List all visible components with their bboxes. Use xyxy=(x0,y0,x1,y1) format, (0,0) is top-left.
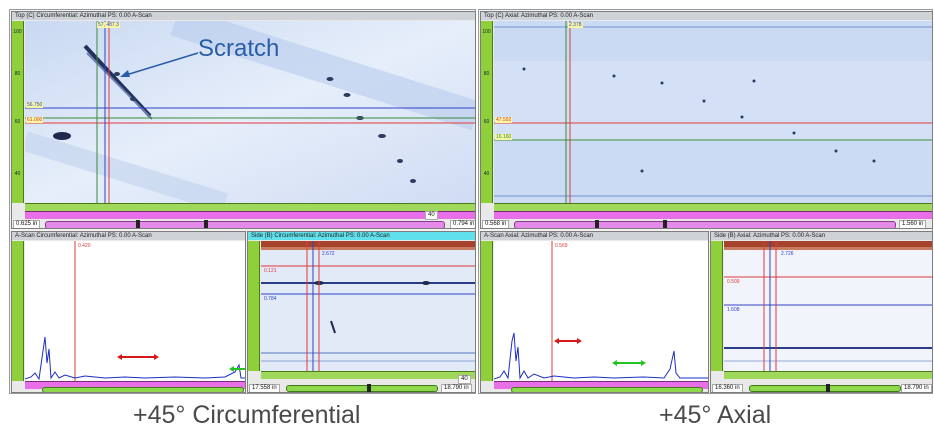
vertical-ruler[interactable] xyxy=(711,241,723,371)
a-scan-waveform[interactable]: 0.569 xyxy=(494,241,708,381)
scratch-annotation-arrow xyxy=(120,52,199,77)
range-slider[interactable] xyxy=(749,384,901,392)
horizontal-scale-magenta xyxy=(25,211,475,219)
cursor-tag-red: 61.000 xyxy=(26,117,44,123)
slider-handle[interactable] xyxy=(826,384,830,392)
b-scan-image[interactable]: 2.726 0.509 1.608 xyxy=(724,241,932,371)
side-b-scan-panel-circumferential: Side (B) Circumferential: Azimuthal PS: … xyxy=(247,231,476,393)
top-c-scan-panel-axial: Top (C) Axial: Azimuthal PS: 0.00 A-Scan… xyxy=(480,11,933,229)
slider-handle[interactable] xyxy=(204,220,208,228)
scale-end-value: 40 xyxy=(425,211,438,220)
range-slider[interactable] xyxy=(286,384,438,392)
vertical-ruler[interactable] xyxy=(12,241,24,381)
a-scan-waveform[interactable]: 0.420 xyxy=(25,241,245,381)
c-scan-image[interactable]: 57, 487.3 56.750 61.000 xyxy=(25,21,475,203)
range-slider[interactable] xyxy=(511,387,703,392)
horizontal-scale-magenta xyxy=(494,211,932,219)
circumferential-view-group: Top (C) Circumferential: Azimuthal PS: 0… xyxy=(9,9,476,394)
caption-circumferential: +45° Circumferential xyxy=(133,401,361,429)
range-end-value: 18.790 in xyxy=(441,384,472,392)
slider-handle[interactable] xyxy=(367,384,371,392)
range-end-value: 0.794 in xyxy=(450,220,475,228)
cursor-tag-blue: 1.608 xyxy=(727,307,740,313)
horizontal-ruler[interactable] xyxy=(494,381,708,389)
panel-title: A-Scan Circumferential: Azimuthal PS: 0.… xyxy=(12,232,245,240)
scratch-annotation-label: Scratch xyxy=(198,35,280,62)
a-scan-panel-axial: A-Scan Axial: Azimuthal PS: 0.00 A-Scan … xyxy=(480,231,709,393)
slider-handle[interactable] xyxy=(663,220,667,228)
vertical-ruler[interactable] xyxy=(481,241,493,381)
range-start-value: 17.558 in xyxy=(249,384,280,392)
scale-end-value: 40 xyxy=(458,375,471,384)
top-c-scan-panel-circumferential: Top (C) Circumferential: Azimuthal PS: 0… xyxy=(11,11,476,229)
cursor-tag-red: 0.121 xyxy=(264,268,277,274)
range-slider[interactable] xyxy=(514,220,896,228)
panel-title: Side (B) Axial: Azimuthal PS: 0.00 A-Sca… xyxy=(711,232,932,240)
slider-handle[interactable] xyxy=(136,220,140,228)
c-scan-image[interactable]: 2.378 47.592 16.160 xyxy=(494,21,932,203)
range-slider[interactable] xyxy=(42,387,244,392)
panel-title: Top (C) Axial: Azimuthal PS: 0.00 A-Scan xyxy=(481,12,932,20)
cursor-tag-red: 0.509 xyxy=(727,279,740,285)
horizontal-ruler[interactable] xyxy=(724,371,932,379)
cursor-tag: 0.569 xyxy=(555,243,568,249)
cursor-tag-red: 47.592 xyxy=(495,117,513,123)
cursor-tag-top: 2.378 xyxy=(568,22,583,28)
horizontal-ruler[interactable] xyxy=(494,203,932,211)
side-b-scan-panel-axial: Side (B) Axial: Azimuthal PS: 0.00 A-Sca… xyxy=(710,231,933,393)
cursor-tag-blue: 56.750 xyxy=(26,102,44,108)
range-start-value: 0.568 in xyxy=(482,220,510,228)
a-scan-panel-circumferential: A-Scan Circumferential: Azimuthal PS: 0.… xyxy=(11,231,246,393)
slider-handle[interactable] xyxy=(595,220,599,228)
range-end-value: 18.790 in xyxy=(901,384,932,392)
cursor-tag-top: 2.726 xyxy=(781,251,794,257)
range-start-value: 16.360 in xyxy=(712,384,743,392)
panel-title: A-Scan Axial: Azimuthal PS: 0.00 A-Scan xyxy=(481,232,708,240)
vertical-ruler[interactable]: 100 80 60 40 xyxy=(12,21,24,203)
b-scan-image[interactable]: 2.672 0.121 0.784 xyxy=(261,241,475,371)
horizontal-ruler[interactable] xyxy=(25,381,245,389)
cursor-tag: 0.420 xyxy=(78,243,91,249)
range-slider[interactable] xyxy=(45,220,445,228)
horizontal-ruler[interactable] xyxy=(261,371,475,379)
range-end-value: 1.560 in xyxy=(899,220,927,228)
panel-title: Top (C) Circumferential: Azimuthal PS: 0… xyxy=(12,12,475,20)
range-start-value: 0.625 in xyxy=(13,220,41,228)
cursor-tag-green: 16.160 xyxy=(495,134,513,140)
cursor-tag-top: 2.672 xyxy=(322,251,335,257)
horizontal-ruler[interactable] xyxy=(25,203,475,211)
caption-axial: +45° Axial xyxy=(659,401,772,429)
vertical-ruler[interactable] xyxy=(248,241,260,371)
cursor-tag-blue: 0.784 xyxy=(264,296,277,302)
cursor-tag-top: 57, 487.3 xyxy=(97,22,120,28)
panel-title: Side (B) Circumferential: Azimuthal PS: … xyxy=(248,232,475,240)
vertical-ruler[interactable]: 100 80 60 40 xyxy=(481,21,493,203)
axial-view-group: Top (C) Axial: Azimuthal PS: 0.00 A-Scan… xyxy=(478,9,933,394)
